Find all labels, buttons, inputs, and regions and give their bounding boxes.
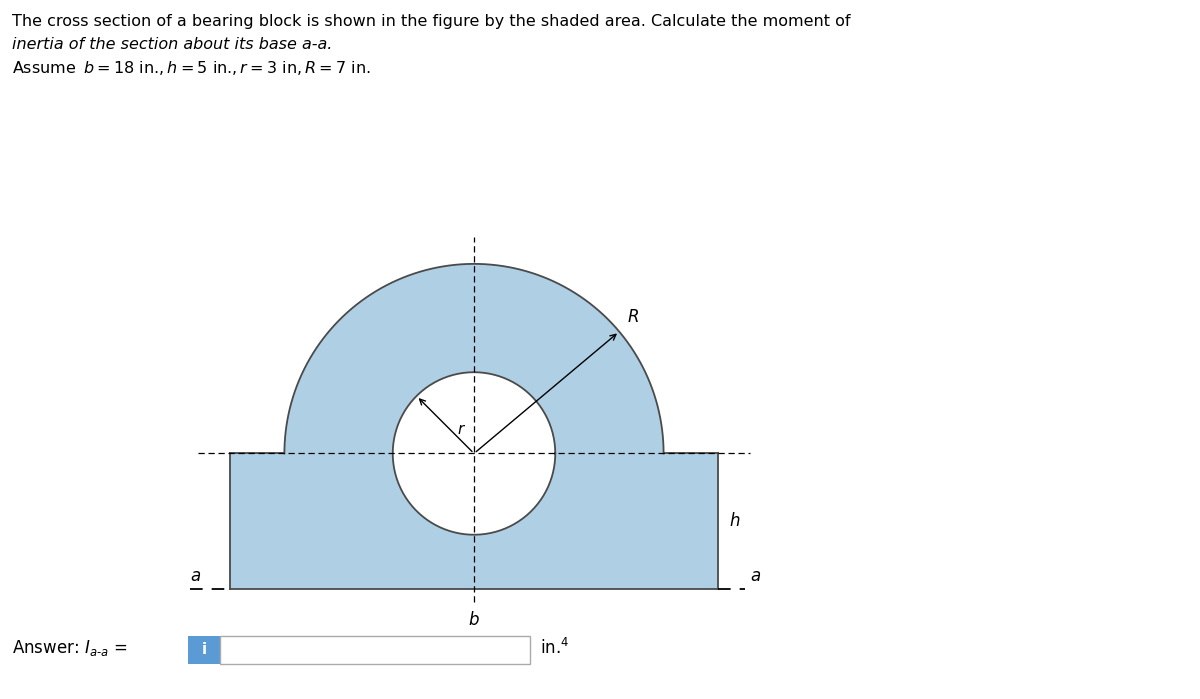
Text: $R$: $R$ [628,308,640,326]
Text: Answer: $I_{a\text{-}a}$ =: Answer: $I_{a\text{-}a}$ = [12,638,127,658]
Text: Assume  $b$ = 18 in., $h$ = 5 in., $r$ = 3 in, $R$ = 7 in.: Assume $b$ = 18 in., $h$ = 5 in., $r$ = … [12,59,371,77]
Text: $a$: $a$ [190,567,200,585]
Text: i: i [202,642,206,658]
Circle shape [392,372,556,535]
Text: $b$: $b$ [468,611,480,628]
Text: $h$: $h$ [728,512,740,531]
Text: in.$^4$: in.$^4$ [540,638,569,658]
Text: The cross section of a bearing block is shown in the figure by the shaded area. : The cross section of a bearing block is … [12,14,851,29]
Bar [220,636,530,664]
Text: $r$: $r$ [457,422,466,438]
Polygon shape [284,264,664,454]
Text: inertia of the section about its base a-a.: inertia of the section about its base a-… [12,37,332,52]
Polygon shape [230,454,718,589]
Bar [188,636,220,664]
Text: $a$: $a$ [750,567,761,585]
